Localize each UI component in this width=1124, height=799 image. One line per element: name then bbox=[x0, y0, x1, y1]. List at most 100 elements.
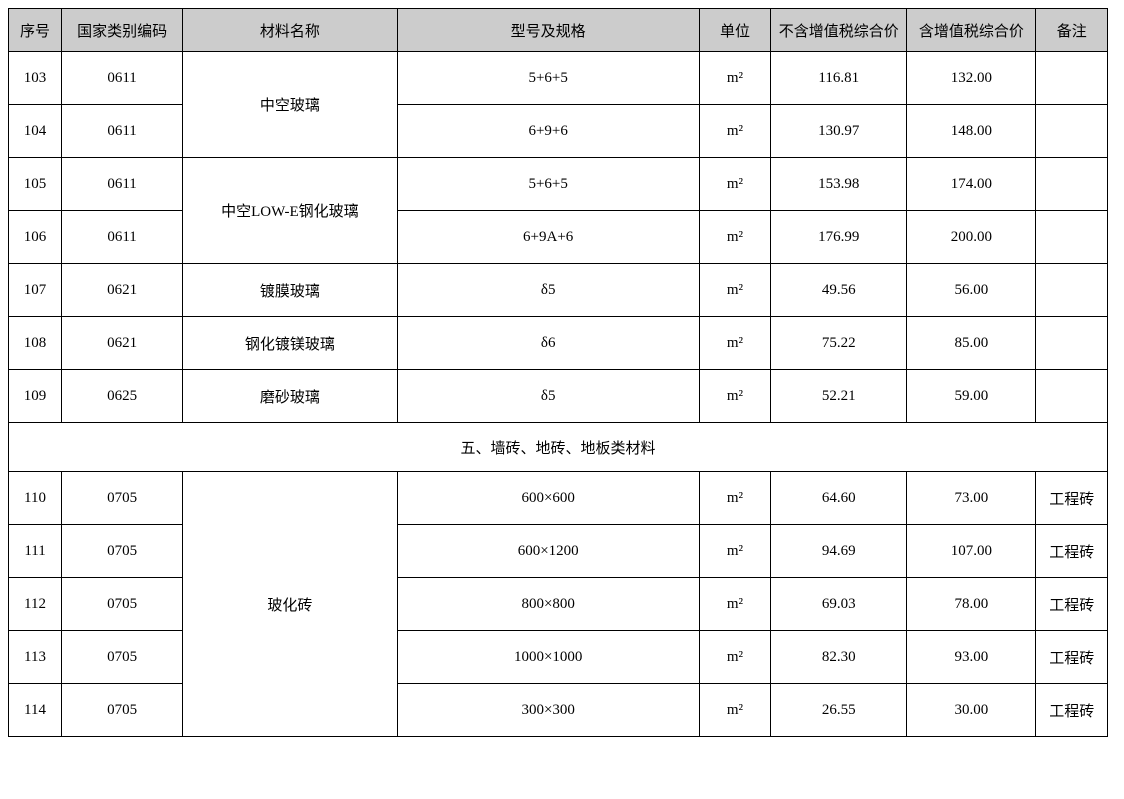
table-row: 114 0705 300×300 m² 26.55 30.00 工程砖 bbox=[9, 684, 1108, 737]
table-row: 108 0621 钢化镀镁玻璃 δ6 m² 75.22 85.00 bbox=[9, 317, 1108, 370]
cell-seq: 112 bbox=[9, 578, 62, 631]
table-row: 111 0705 600×1200 m² 94.69 107.00 工程砖 bbox=[9, 525, 1108, 578]
cell-spec: 800×800 bbox=[397, 578, 699, 631]
cell-p2: 85.00 bbox=[907, 317, 1036, 370]
cell-note bbox=[1036, 317, 1108, 370]
cell-seq: 107 bbox=[9, 264, 62, 317]
cell-spec: 6+9+6 bbox=[397, 105, 699, 158]
cell-p2: 107.00 bbox=[907, 525, 1036, 578]
cell-p1: 75.22 bbox=[771, 317, 907, 370]
cell-spec: 600×600 bbox=[397, 472, 699, 525]
cell-p1: 49.56 bbox=[771, 264, 907, 317]
cell-seq: 110 bbox=[9, 472, 62, 525]
cell-p2: 148.00 bbox=[907, 105, 1036, 158]
cell-p2: 132.00 bbox=[907, 52, 1036, 105]
cell-note bbox=[1036, 370, 1108, 423]
cell-unit: m² bbox=[699, 631, 770, 684]
cell-p2: 59.00 bbox=[907, 370, 1036, 423]
cell-p1: 26.55 bbox=[771, 684, 907, 737]
cell-p2: 93.00 bbox=[907, 631, 1036, 684]
cell-spec: 5+6+5 bbox=[397, 52, 699, 105]
materials-price-table: 序号 国家类别编码 材料名称 型号及规格 单位 不含增值税综合价 含增值税综合价… bbox=[8, 8, 1108, 737]
col-p1: 不含增值税综合价 bbox=[771, 9, 907, 52]
cell-code: 0621 bbox=[62, 317, 183, 370]
cell-code: 0611 bbox=[62, 158, 183, 211]
cell-code: 0705 bbox=[62, 631, 183, 684]
col-note: 备注 bbox=[1036, 9, 1108, 52]
cell-p1: 64.60 bbox=[771, 472, 907, 525]
cell-note: 工程砖 bbox=[1036, 684, 1108, 737]
cell-code: 0705 bbox=[62, 578, 183, 631]
cell-p1: 69.03 bbox=[771, 578, 907, 631]
cell-seq: 103 bbox=[9, 52, 62, 105]
cell-code: 0625 bbox=[62, 370, 183, 423]
cell-material: 中空玻璃 bbox=[183, 52, 397, 158]
col-p2: 含增值税综合价 bbox=[907, 9, 1036, 52]
cell-p2: 200.00 bbox=[907, 211, 1036, 264]
cell-code: 0621 bbox=[62, 264, 183, 317]
cell-p1: 153.98 bbox=[771, 158, 907, 211]
cell-spec: 600×1200 bbox=[397, 525, 699, 578]
cell-code: 0611 bbox=[62, 52, 183, 105]
cell-spec: 300×300 bbox=[397, 684, 699, 737]
col-code: 国家类别编码 bbox=[62, 9, 183, 52]
cell-seq: 106 bbox=[9, 211, 62, 264]
table-header-row: 序号 国家类别编码 材料名称 型号及规格 单位 不含增值税综合价 含增值税综合价… bbox=[9, 9, 1108, 52]
cell-p2: 56.00 bbox=[907, 264, 1036, 317]
cell-code: 0705 bbox=[62, 525, 183, 578]
cell-spec: 5+6+5 bbox=[397, 158, 699, 211]
cell-code: 0705 bbox=[62, 472, 183, 525]
cell-seq: 111 bbox=[9, 525, 62, 578]
cell-unit: m² bbox=[699, 158, 770, 211]
cell-code: 0611 bbox=[62, 211, 183, 264]
cell-unit: m² bbox=[699, 370, 770, 423]
cell-note: 工程砖 bbox=[1036, 472, 1108, 525]
cell-unit: m² bbox=[699, 211, 770, 264]
cell-material: 钢化镀镁玻璃 bbox=[183, 317, 397, 370]
cell-p1: 94.69 bbox=[771, 525, 907, 578]
cell-note: 工程砖 bbox=[1036, 525, 1108, 578]
col-unit: 单位 bbox=[699, 9, 770, 52]
cell-note bbox=[1036, 158, 1108, 211]
col-mat: 材料名称 bbox=[183, 9, 397, 52]
cell-note bbox=[1036, 105, 1108, 158]
cell-p1: 82.30 bbox=[771, 631, 907, 684]
cell-unit: m² bbox=[699, 525, 770, 578]
cell-material: 玻化砖 bbox=[183, 472, 397, 737]
cell-spec: δ6 bbox=[397, 317, 699, 370]
cell-seq: 114 bbox=[9, 684, 62, 737]
cell-note bbox=[1036, 264, 1108, 317]
cell-spec: δ5 bbox=[397, 264, 699, 317]
cell-p1: 176.99 bbox=[771, 211, 907, 264]
section-header-row: 五、墙砖、地砖、地板类材料 bbox=[9, 423, 1108, 472]
cell-seq: 113 bbox=[9, 631, 62, 684]
cell-unit: m² bbox=[699, 472, 770, 525]
cell-seq: 109 bbox=[9, 370, 62, 423]
table-row: 109 0625 磨砂玻璃 δ5 m² 52.21 59.00 bbox=[9, 370, 1108, 423]
table-row: 104 0611 6+9+6 m² 130.97 148.00 bbox=[9, 105, 1108, 158]
cell-unit: m² bbox=[699, 578, 770, 631]
table-row: 112 0705 800×800 m² 69.03 78.00 工程砖 bbox=[9, 578, 1108, 631]
cell-p1: 52.21 bbox=[771, 370, 907, 423]
cell-p2: 73.00 bbox=[907, 472, 1036, 525]
cell-material: 镀膜玻璃 bbox=[183, 264, 397, 317]
cell-spec: 1000×1000 bbox=[397, 631, 699, 684]
cell-spec: 6+9A+6 bbox=[397, 211, 699, 264]
cell-unit: m² bbox=[699, 684, 770, 737]
cell-spec: δ5 bbox=[397, 370, 699, 423]
table-row: 107 0621 镀膜玻璃 δ5 m² 49.56 56.00 bbox=[9, 264, 1108, 317]
cell-material: 磨砂玻璃 bbox=[183, 370, 397, 423]
cell-seq: 104 bbox=[9, 105, 62, 158]
table-row: 105 0611 中空LOW-E钢化玻璃 5+6+5 m² 153.98 174… bbox=[9, 158, 1108, 211]
cell-p1: 130.97 bbox=[771, 105, 907, 158]
cell-p2: 78.00 bbox=[907, 578, 1036, 631]
table-row: 103 0611 中空玻璃 5+6+5 m² 116.81 132.00 bbox=[9, 52, 1108, 105]
table-row: 110 0705 玻化砖 600×600 m² 64.60 73.00 工程砖 bbox=[9, 472, 1108, 525]
cell-unit: m² bbox=[699, 264, 770, 317]
cell-p1: 116.81 bbox=[771, 52, 907, 105]
cell-note: 工程砖 bbox=[1036, 578, 1108, 631]
cell-code: 0611 bbox=[62, 105, 183, 158]
cell-material: 中空LOW-E钢化玻璃 bbox=[183, 158, 397, 264]
cell-unit: m² bbox=[699, 105, 770, 158]
cell-p2: 174.00 bbox=[907, 158, 1036, 211]
